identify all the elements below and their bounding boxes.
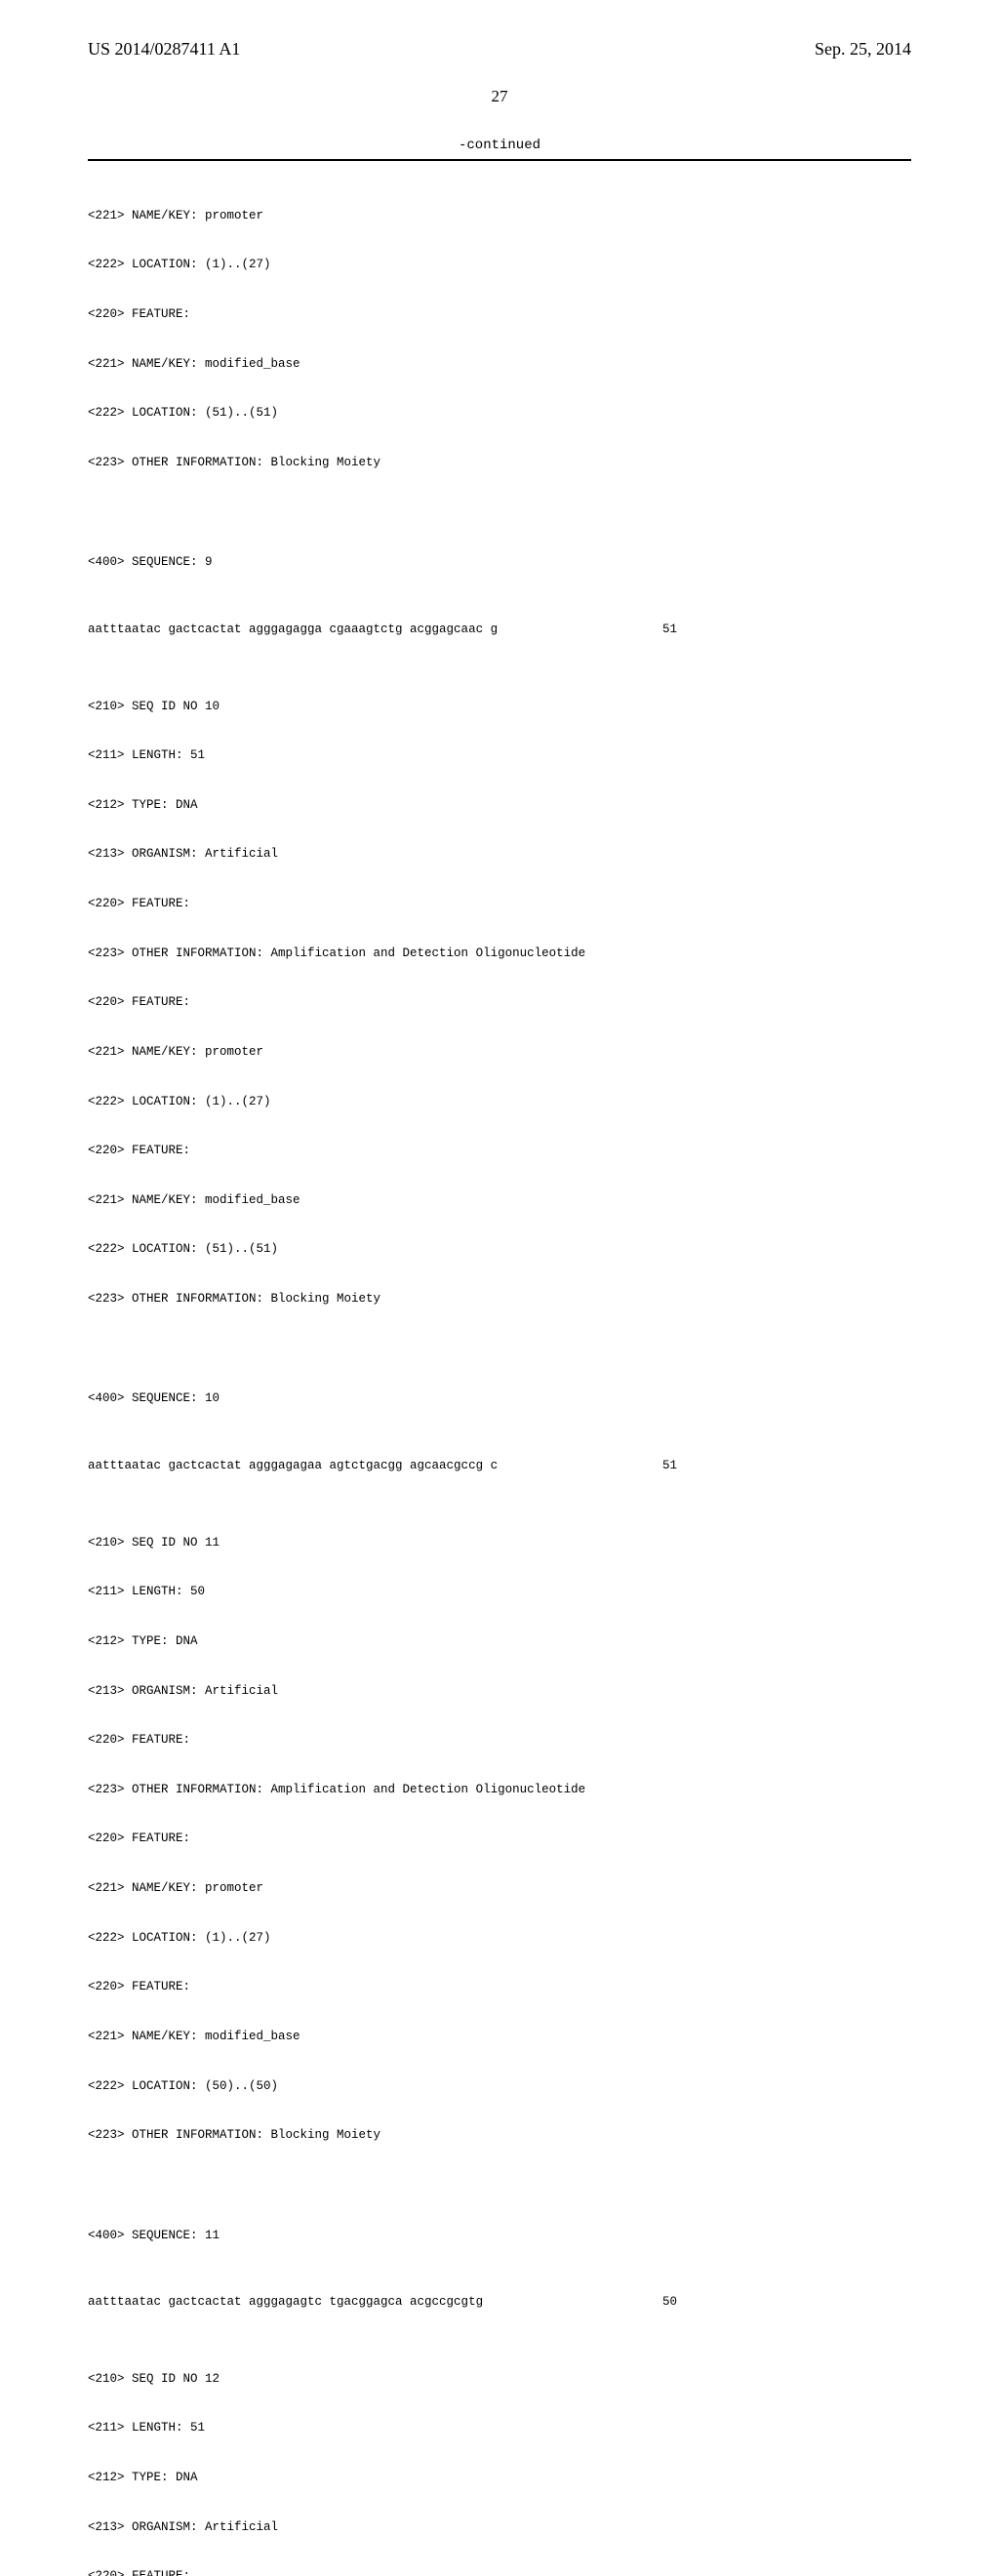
sequence-row: aatttaatac gactcactat agggagagga cgaaagt… bbox=[88, 622, 911, 638]
listing-line: <220> FEATURE: bbox=[88, 1831, 911, 1847]
sequence-length: 50 bbox=[662, 2294, 677, 2311]
patent-page: US 2014/0287411 A1 Sep. 25, 2014 27 -con… bbox=[0, 0, 999, 2576]
sequence-text: aatttaatac gactcactat agggagagtc tgacgga… bbox=[88, 2294, 483, 2311]
listing-line: <212> TYPE: DNA bbox=[88, 2470, 911, 2486]
sequence-header: <400> SEQUENCE: 10 bbox=[88, 1358, 911, 1440]
listing-line: <213> ORGANISM: Artificial bbox=[88, 846, 911, 863]
feature-block: <221> NAME/KEY: promoter <222> LOCATION:… bbox=[88, 175, 911, 504]
listing-line: <221> NAME/KEY: modified_base bbox=[88, 1192, 911, 1209]
listing-line: <211> LENGTH: 51 bbox=[88, 747, 911, 764]
publication-number: US 2014/0287411 A1 bbox=[88, 39, 240, 60]
listing-line: <222> LOCATION: (51)..(51) bbox=[88, 1241, 911, 1258]
sequence-length: 51 bbox=[662, 1458, 677, 1474]
listing-line: <400> SEQUENCE: 9 bbox=[88, 554, 911, 571]
sequence-row: aatttaatac gactcactat agggagagaa agtctga… bbox=[88, 1458, 911, 1474]
listing-line: <221> NAME/KEY: promoter bbox=[88, 1044, 911, 1061]
horizontal-rule bbox=[88, 159, 911, 161]
sequence-header: <400> SEQUENCE: 9 bbox=[88, 522, 911, 604]
listing-line: <220> FEATURE: bbox=[88, 896, 911, 912]
listing-line: <223> OTHER INFORMATION: Amplification a… bbox=[88, 1782, 911, 1798]
continued-label: -continued bbox=[88, 138, 911, 153]
sequence-length: 51 bbox=[662, 622, 677, 638]
listing-line: <223> OTHER INFORMATION: Amplification a… bbox=[88, 946, 911, 962]
listing-line: <220> FEATURE: bbox=[88, 306, 911, 323]
listing-line: <211> LENGTH: 50 bbox=[88, 1584, 911, 1600]
listing-line: <220> FEATURE: bbox=[88, 1732, 911, 1749]
listing-line: <222> LOCATION: (50)..(50) bbox=[88, 2078, 911, 2095]
sequence-row: aatttaatac gactcactat agggagagtc tgacgga… bbox=[88, 2294, 911, 2311]
listing-line: <220> FEATURE: bbox=[88, 1143, 911, 1159]
listing-line: <222> LOCATION: (1)..(27) bbox=[88, 257, 911, 273]
listing-line: <213> ORGANISM: Artificial bbox=[88, 1683, 911, 1700]
listing-line: <212> TYPE: DNA bbox=[88, 1633, 911, 1650]
sequence-header: <400> SEQUENCE: 11 bbox=[88, 2194, 911, 2276]
listing-line: <210> SEQ ID NO 11 bbox=[88, 1535, 911, 1551]
listing-line: <210> SEQ ID NO 10 bbox=[88, 699, 911, 715]
listing-line: <400> SEQUENCE: 10 bbox=[88, 1390, 911, 1407]
feature-block: <210> SEQ ID NO 12 <211> LENGTH: 51 <212… bbox=[88, 2338, 911, 2576]
listing-line: <400> SEQUENCE: 11 bbox=[88, 2228, 911, 2244]
listing-line: <223> OTHER INFORMATION: Blocking Moiety bbox=[88, 1291, 911, 1308]
listing-line: <220> FEATURE: bbox=[88, 1979, 911, 1995]
feature-block: <210> SEQ ID NO 10 <211> LENGTH: 51 <212… bbox=[88, 665, 911, 1341]
listing-line: <210> SEQ ID NO 12 bbox=[88, 2371, 911, 2388]
listing-line: <212> TYPE: DNA bbox=[88, 797, 911, 814]
feature-block: <210> SEQ ID NO 11 <211> LENGTH: 50 <212… bbox=[88, 1502, 911, 2177]
listing-line: <211> LENGTH: 51 bbox=[88, 2420, 911, 2436]
listing-line: <220> FEATURE: bbox=[88, 994, 911, 1011]
listing-line: <220> FEATURE: bbox=[88, 2568, 911, 2576]
listing-line: <222> LOCATION: (51)..(51) bbox=[88, 405, 911, 422]
listing-line: <223> OTHER INFORMATION: Blocking Moiety bbox=[88, 2127, 911, 2144]
publication-date: Sep. 25, 2014 bbox=[815, 39, 911, 60]
listing-line: <221> NAME/KEY: promoter bbox=[88, 1880, 911, 1897]
listing-line: <221> NAME/KEY: promoter bbox=[88, 208, 911, 224]
sequence-text: aatttaatac gactcactat agggagagga cgaaagt… bbox=[88, 622, 498, 638]
listing-line: <222> LOCATION: (1)..(27) bbox=[88, 1930, 911, 1947]
sequence-text: aatttaatac gactcactat agggagagaa agtctga… bbox=[88, 1458, 498, 1474]
listing-line: <213> ORGANISM: Artificial bbox=[88, 2519, 911, 2536]
listing-line: <221> NAME/KEY: modified_base bbox=[88, 356, 911, 373]
page-header: US 2014/0287411 A1 Sep. 25, 2014 bbox=[88, 39, 911, 60]
listing-line: <222> LOCATION: (1)..(27) bbox=[88, 1094, 911, 1110]
listing-line: <221> NAME/KEY: modified_base bbox=[88, 2029, 911, 2045]
listing-line: <223> OTHER INFORMATION: Blocking Moiety bbox=[88, 455, 911, 471]
page-number: 27 bbox=[88, 87, 911, 106]
